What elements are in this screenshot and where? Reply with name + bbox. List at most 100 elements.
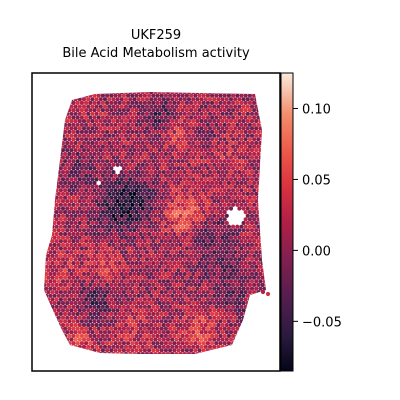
spot-point: [115, 264, 120, 269]
spot-point: [168, 144, 173, 149]
spot-point: [113, 122, 118, 127]
spot-point: [149, 191, 154, 196]
spot-point: [224, 184, 229, 189]
spot-point: [180, 231, 185, 237]
spot-point: [195, 177, 200, 182]
spot-point: [65, 315, 70, 320]
spot-point: [256, 166, 261, 171]
spot-point: [84, 122, 89, 127]
spot-point: [147, 341, 152, 346]
spot-point: [111, 271, 116, 277]
spot-point: [88, 129, 93, 135]
spot-point: [48, 206, 53, 211]
spot-point: [226, 275, 231, 280]
spot-point: [92, 210, 97, 215]
spot-point: [79, 100, 84, 105]
spot-point: [258, 111, 263, 116]
spot-point: [254, 155, 259, 160]
spot-point: [170, 286, 175, 291]
spot-point: [100, 115, 105, 120]
spot-point: [249, 257, 255, 262]
spot-point: [44, 301, 49, 306]
spot-point: [184, 341, 189, 346]
spot-point: [172, 210, 177, 215]
spot-point: [180, 304, 185, 309]
spot-point: [231, 261, 236, 266]
spot-point: [79, 144, 84, 149]
spot-point: [264, 137, 266, 142]
spot-point: [73, 279, 78, 284]
spot-point: [235, 202, 240, 207]
spot-point: [247, 188, 252, 193]
spot-point: [233, 170, 238, 175]
spot-point: [102, 286, 108, 291]
spot-point: [88, 261, 93, 266]
spot-point: [249, 352, 255, 354]
spot-point: [199, 315, 204, 320]
spot-point: [151, 129, 156, 135]
spot-point: [88, 341, 93, 346]
spot-point: [212, 97, 217, 102]
spot-point: [243, 159, 248, 164]
spot-point: [126, 311, 131, 317]
spot-point: [186, 279, 192, 284]
spot-point: [121, 246, 126, 251]
spot-point: [260, 261, 265, 266]
spot-point: [252, 129, 257, 135]
spot-point: [92, 282, 97, 287]
spot-point: [186, 322, 192, 328]
spot-point: [168, 129, 173, 135]
spot-point: [117, 333, 122, 338]
spot-point: [86, 352, 91, 354]
spot-point: [94, 170, 99, 175]
spot-point: [126, 151, 131, 156]
spot-point: [54, 261, 59, 266]
spot-point: [111, 97, 116, 102]
spot-point: [260, 166, 265, 171]
spot-point: [98, 279, 103, 284]
spot-point: [81, 148, 87, 153]
spot-point: [203, 220, 208, 226]
spot-point: [237, 119, 242, 124]
spot-point: [130, 239, 135, 244]
spot-point: [220, 170, 225, 175]
spot-point: [260, 137, 265, 142]
spot-point: [94, 279, 99, 284]
spot-point: [155, 195, 160, 200]
spot-point: [79, 166, 84, 171]
spot-point: [123, 133, 129, 138]
spot-point: [107, 293, 112, 298]
spot-point: [88, 100, 93, 105]
spot-point: [161, 191, 166, 196]
spot-point: [161, 206, 166, 211]
spot-point: [197, 231, 202, 237]
spot-point: [63, 100, 68, 105]
spot-point: [163, 239, 168, 244]
spot-point: [79, 188, 84, 193]
spot-point: [161, 301, 166, 306]
spot-point: [163, 202, 168, 207]
spot-point: [98, 191, 103, 196]
spot-point: [249, 242, 255, 247]
spot-point: [71, 348, 76, 353]
spot-point: [214, 333, 219, 338]
spot-point: [182, 315, 187, 320]
spot-point: [113, 231, 118, 237]
spot-point: [153, 344, 158, 349]
spot-point: [63, 290, 68, 295]
spot-point: [210, 348, 215, 353]
spot-point: [113, 210, 118, 215]
spot-point: [60, 220, 66, 226]
spot-point: [184, 348, 189, 353]
spot-point: [117, 231, 122, 237]
spot-point: [138, 333, 143, 338]
spot-point: [214, 341, 219, 346]
spot-point: [77, 315, 82, 320]
spot-point: [218, 115, 223, 120]
spot-point: [115, 184, 120, 189]
spot-point: [48, 92, 53, 95]
spot-point: [180, 326, 185, 331]
spot-point: [205, 180, 210, 186]
spot-point: [109, 341, 114, 346]
spot-point: [224, 257, 229, 262]
